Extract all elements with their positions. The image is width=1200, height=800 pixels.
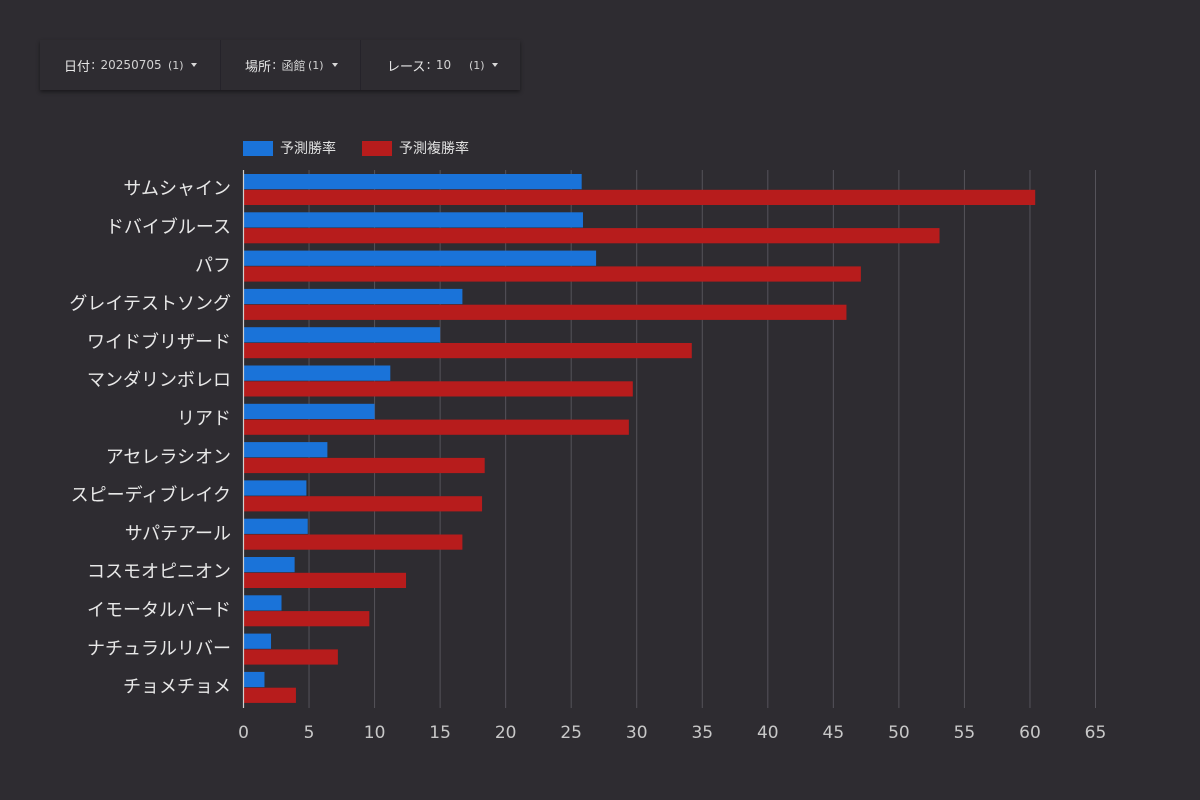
category-label: リアド: [177, 409, 231, 430]
bar-win-rate[interactable]: [243, 288, 463, 305]
category-label: サパテアール: [125, 523, 231, 544]
bar-win-rate[interactable]: [243, 557, 295, 573]
bar-win-rate[interactable]: [243, 671, 265, 688]
bar-win-rate[interactable]: [243, 212, 583, 228]
category-label: チョメチョメ: [123, 677, 231, 698]
x-tick-label: 35: [691, 723, 713, 743]
category-label: サムシャイン: [123, 179, 231, 200]
bar-place-rate[interactable]: [243, 649, 338, 665]
bar-place-rate[interactable]: [243, 496, 483, 512]
x-tick-label: 0: [238, 723, 249, 743]
bar-place-rate[interactable]: [243, 228, 940, 244]
bar-win-rate[interactable]: [243, 365, 391, 381]
bar-place-rate[interactable]: [243, 687, 296, 703]
bar-win-rate[interactable]: [243, 595, 282, 611]
date-filter-label: 日付: [64, 59, 91, 75]
venue-filter-label: 場所: [245, 59, 272, 75]
bar-win-rate[interactable]: [243, 250, 597, 266]
legend-label: 予測勝率: [280, 140, 336, 157]
category-label: グレイテストソング: [69, 294, 231, 315]
bar-win-rate[interactable]: [243, 480, 307, 496]
bar-win-rate[interactable]: [243, 174, 582, 190]
legend-swatch: [243, 141, 273, 156]
x-tick-label: 55: [954, 723, 976, 743]
venue-filter[interactable]: 場所: 函館 (1): [221, 40, 361, 90]
bar-place-rate[interactable]: [243, 304, 847, 320]
x-tick-label: 65: [1085, 723, 1107, 743]
category-label: パフ: [195, 255, 231, 276]
bar-win-rate[interactable]: [243, 518, 308, 534]
x-tick-label: 20: [495, 723, 517, 743]
bar-place-rate[interactable]: [243, 572, 407, 588]
bar-win-rate[interactable]: [243, 442, 328, 458]
bar-place-rate[interactable]: [243, 611, 370, 627]
legend-label: 予測複勝率: [399, 140, 469, 157]
x-tick-label: 10: [364, 723, 386, 743]
category-label: ワイドブリザード: [87, 331, 231, 353]
race-filter-label: レース: [387, 59, 426, 75]
x-tick-label: 50: [888, 723, 910, 743]
bar-place-rate[interactable]: [243, 266, 861, 282]
bar-place-rate[interactable]: [243, 534, 463, 550]
bar-win-rate[interactable]: [243, 633, 272, 649]
bar-win-rate[interactable]: [243, 403, 375, 419]
category-label: アセレラシオン: [106, 447, 231, 468]
bar-place-rate[interactable]: [243, 419, 629, 435]
category-label: ドバイブルース: [106, 216, 231, 238]
venue-filter-count: (1): [308, 58, 324, 72]
category-label: ナチュラルリバー: [87, 638, 231, 659]
x-tick-label: 15: [429, 723, 451, 743]
filter-bar: 日付: 20250705 (1) 場所: 函館 (1) レース: 10 (1): [40, 40, 520, 90]
legend-swatch: [362, 141, 392, 156]
x-tick-label: 40: [757, 723, 779, 743]
date-filter[interactable]: 日付: 20250705 (1): [40, 40, 221, 90]
race-filter[interactable]: レース: 10 (1): [361, 40, 520, 90]
x-tick-label: 60: [1019, 723, 1041, 743]
x-tick-label: 45: [823, 723, 845, 743]
chevron-down-icon: [191, 63, 197, 67]
category-label: マンダリンボレロ: [87, 370, 231, 391]
x-tick-label: 30: [626, 723, 648, 743]
chevron-down-icon: [332, 63, 338, 67]
x-tick-label: 25: [560, 723, 582, 743]
category-label: イモータルバード: [87, 600, 231, 621]
bar-place-rate[interactable]: [243, 343, 692, 359]
date-filter-count: (1): [168, 58, 184, 72]
category-label: スピーディブレイク: [71, 484, 231, 506]
date-filter-value: 20250705: [100, 58, 162, 72]
category-label: コスモオピニオン: [87, 562, 231, 583]
x-tick-label: 5: [304, 723, 315, 743]
chevron-down-icon: [492, 63, 498, 67]
venue-filter-value: 函館: [281, 58, 306, 73]
race-filter-count: (1): [469, 58, 485, 72]
bar-place-rate[interactable]: [243, 457, 485, 474]
race-filter-value: 10: [435, 58, 452, 72]
bar-win-rate[interactable]: [243, 327, 441, 343]
bar-place-rate[interactable]: [243, 381, 633, 397]
bar-place-rate[interactable]: [243, 189, 1036, 205]
